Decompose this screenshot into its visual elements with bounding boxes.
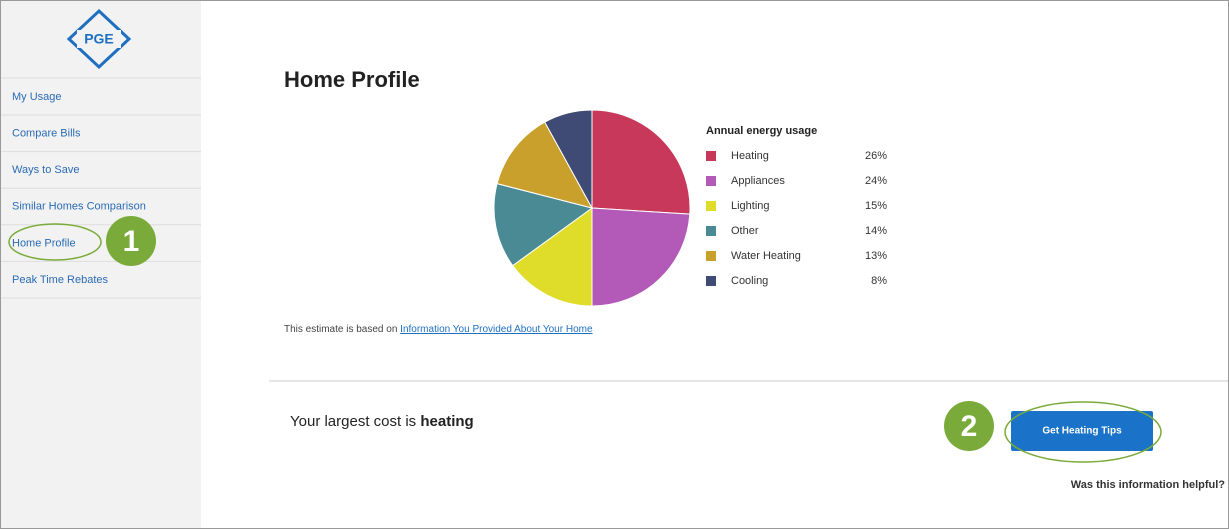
legend-label: Water Heating bbox=[731, 250, 801, 262]
nav-item[interactable]: Ways to Save bbox=[12, 164, 79, 176]
pie-slice bbox=[493, 183, 594, 267]
nav-item[interactable]: Home Profile bbox=[12, 237, 76, 249]
sidebar bbox=[1, 1, 201, 528]
legend-value: 26% bbox=[865, 150, 887, 162]
cost-text: Your largest cost is bbox=[290, 413, 416, 430]
highlight bbox=[8, 223, 102, 261]
pie-slice bbox=[591, 109, 691, 215]
legend-label: Appliances bbox=[731, 175, 785, 187]
legend-value: 15% bbox=[865, 200, 887, 212]
note-link[interactable]: Information You Provided About Your Home bbox=[400, 324, 593, 335]
pie-slice bbox=[591, 207, 691, 307]
nav-item[interactable]: Similar Homes Comparison bbox=[12, 201, 146, 213]
legend-value: 14% bbox=[865, 225, 887, 237]
legend-title: Annual energy usage bbox=[706, 125, 817, 137]
legend-swatch bbox=[706, 201, 716, 211]
pie-slice bbox=[496, 121, 593, 209]
legend-swatch bbox=[706, 176, 716, 186]
legend-value: 8% bbox=[871, 275, 887, 287]
logo: PGE bbox=[66, 8, 132, 70]
button-label[interactable]: Get Heating Tips bbox=[1042, 426, 1122, 437]
pie-slice bbox=[544, 109, 593, 209]
legend-label: Other bbox=[731, 225, 759, 237]
nav: My Usage Compare Bills Ways to Save Similar… bbox=[1, 77, 201, 299]
nav-item[interactable]: Peak Time Rebates bbox=[12, 274, 108, 286]
pie-slice bbox=[512, 207, 593, 307]
legend-label: Heating bbox=[731, 150, 769, 162]
step-number: 2 bbox=[961, 410, 978, 443]
note-text: This estimate is based on bbox=[284, 324, 397, 335]
pie-chart: Heating 26% Appliances 24% Lighting 15% Other 1… bbox=[493, 109, 887, 307]
logo-text: PGE bbox=[84, 31, 114, 47]
legend-swatch bbox=[706, 226, 716, 236]
legend-value: 24% bbox=[865, 175, 887, 187]
highlight bbox=[1004, 401, 1162, 463]
legend-label: Lighting bbox=[731, 200, 770, 212]
legend-swatch bbox=[706, 276, 716, 286]
helpful-question: Was this information helpful? bbox=[1071, 479, 1225, 491]
nav-item[interactable]: Compare Bills bbox=[12, 128, 81, 140]
step-badge bbox=[106, 216, 156, 266]
legend-swatch bbox=[706, 251, 716, 261]
step-badge bbox=[944, 401, 994, 451]
step-number: 1 bbox=[123, 225, 140, 258]
note: This estimate is based on Information Yo… bbox=[284, 324, 593, 335]
legend-label: Cooling bbox=[731, 275, 768, 287]
legend-swatch bbox=[706, 151, 716, 161]
cost: Your largest cost is heating bbox=[290, 413, 474, 430]
button[interactable] bbox=[1011, 411, 1153, 451]
cost-emphasis: heating bbox=[420, 413, 473, 430]
legend-value: 13% bbox=[865, 250, 887, 262]
nav-item[interactable]: My Usage bbox=[12, 91, 62, 103]
page-title: Home Profile bbox=[284, 67, 420, 92]
